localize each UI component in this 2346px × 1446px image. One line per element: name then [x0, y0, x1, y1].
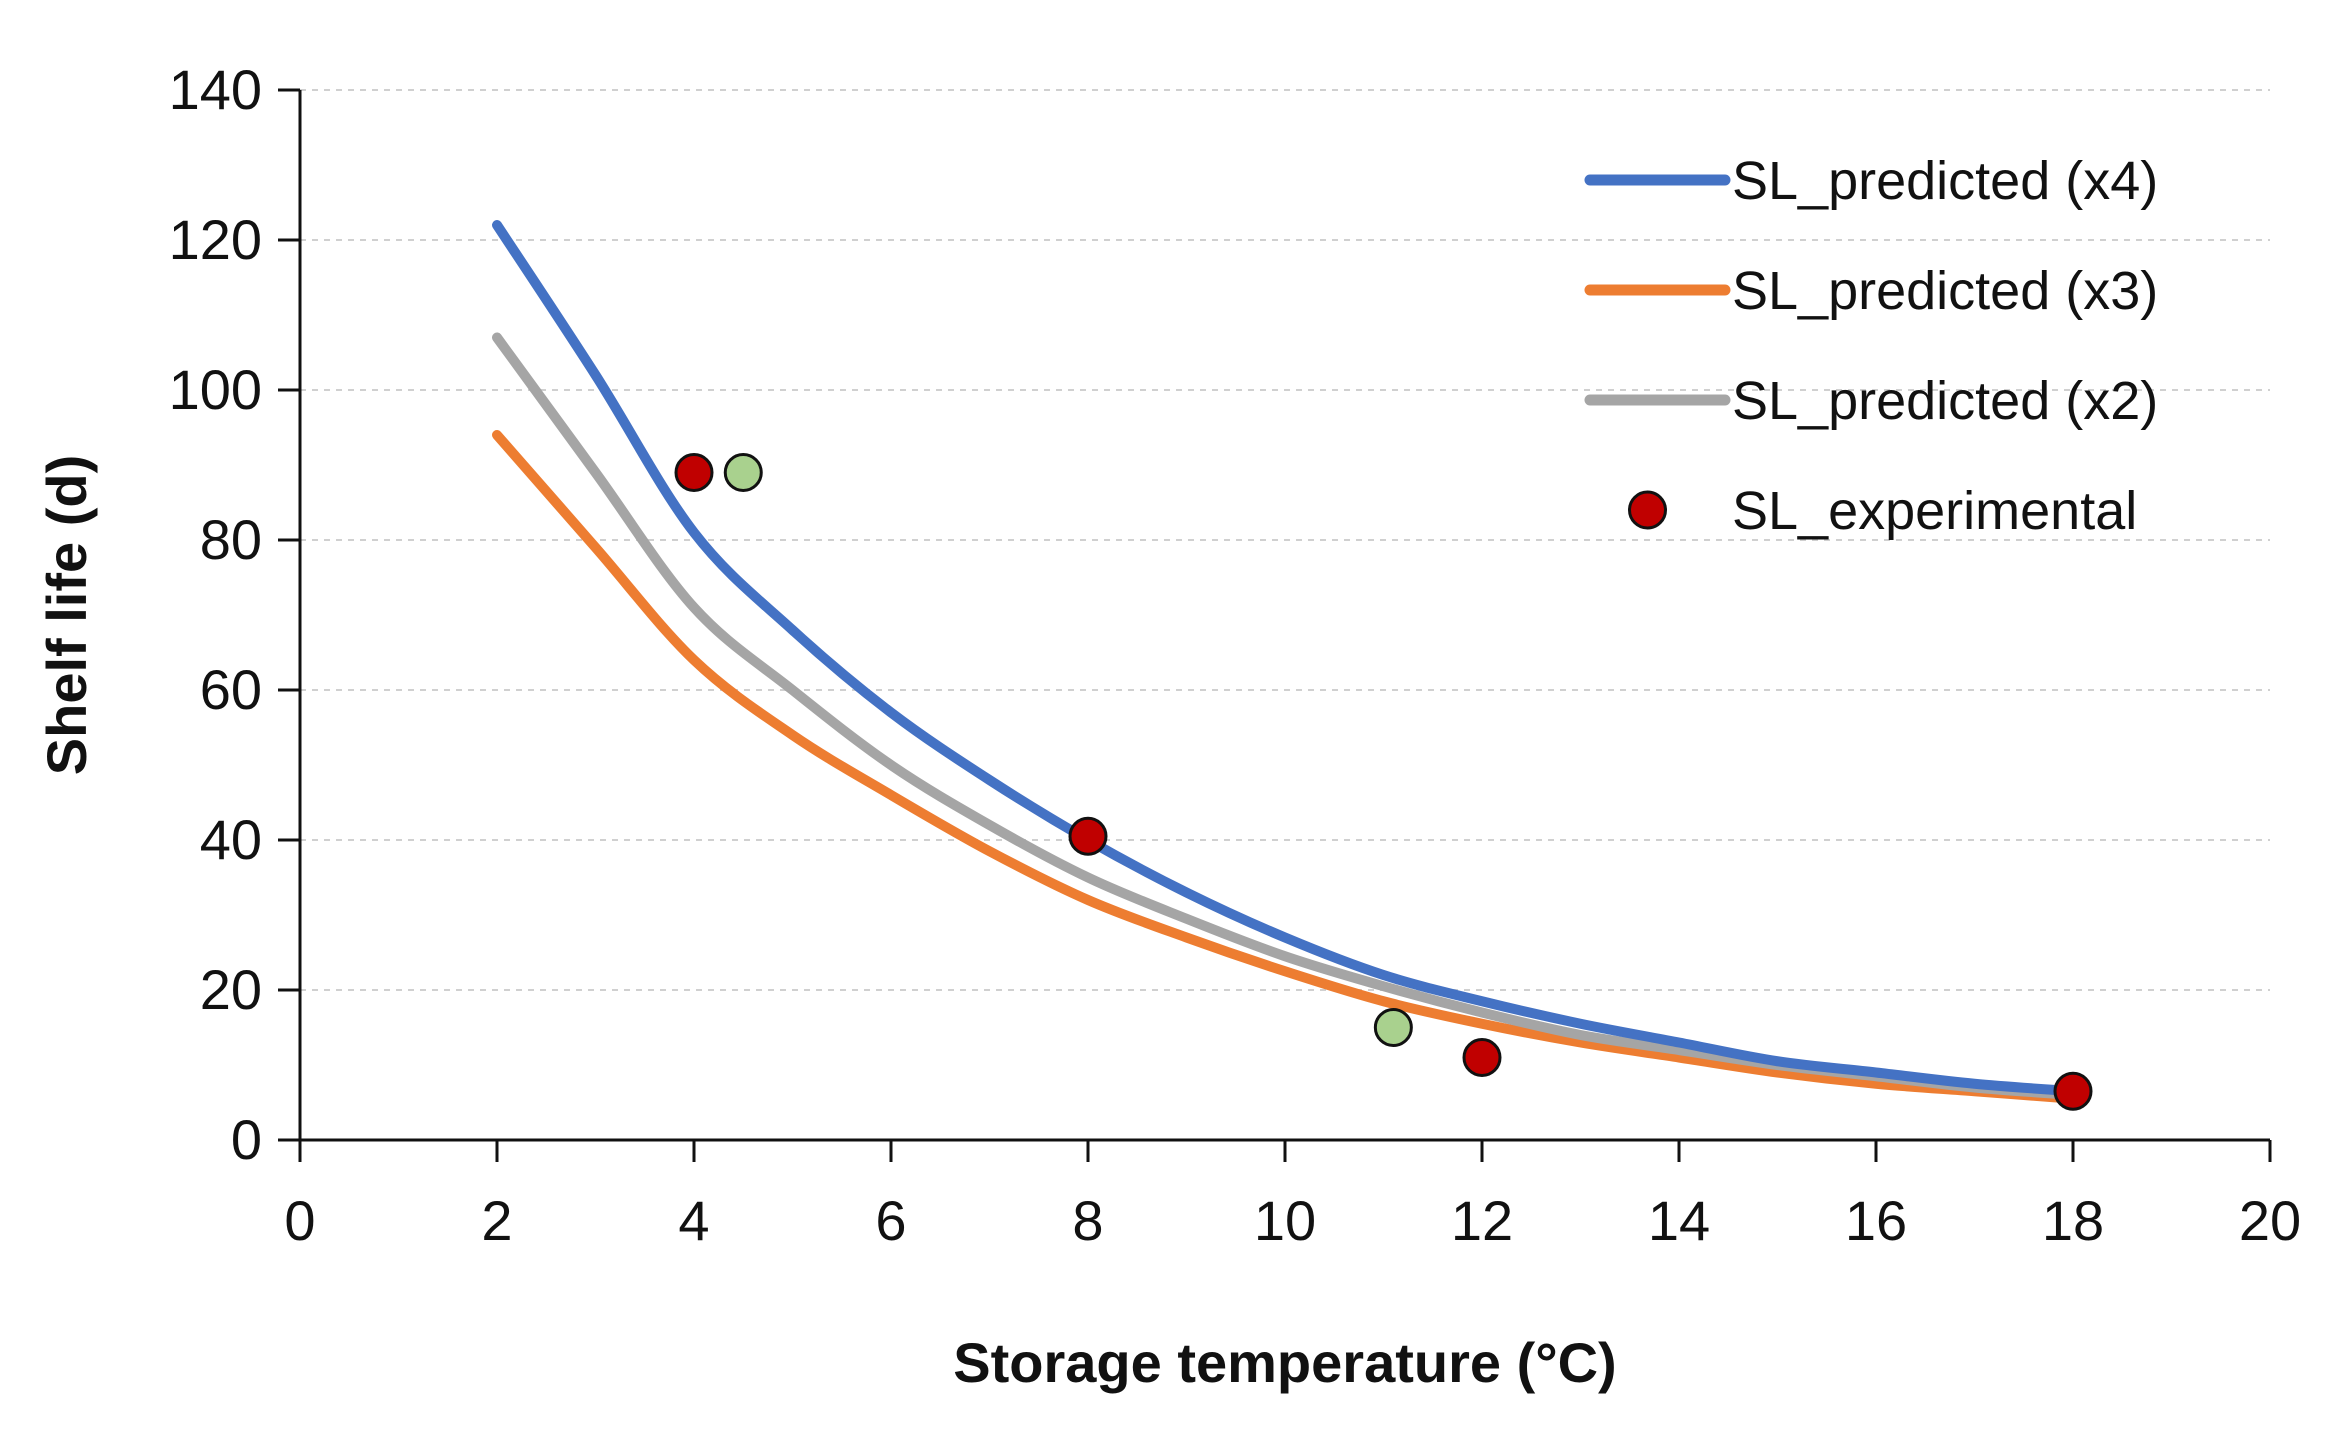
- y-tick-label-20: 20: [200, 958, 262, 1021]
- y-tick-label-60: 60: [200, 658, 262, 721]
- point-sl-experimental-2: [1462, 1038, 1502, 1077]
- y-tick-label-80: 80: [200, 508, 262, 571]
- grid-layer: [300, 89, 2270, 991]
- point-green-markers-0: [723, 453, 763, 492]
- x-tick-label-4: 4: [678, 1189, 709, 1252]
- point-sl-experimental-0: [674, 453, 714, 492]
- point-green-markers-1: [1373, 1008, 1413, 1047]
- series-line-sl-predicted-x4: [492, 220, 2078, 1097]
- x-tick-label-12: 12: [1451, 1189, 1513, 1252]
- point-sl-experimental-3: [2053, 1071, 2093, 1111]
- y-axis-title: Shelf life (d): [35, 455, 98, 775]
- x-tick-label-14: 14: [1648, 1189, 1710, 1252]
- x-tick-label-16: 16: [1845, 1189, 1907, 1252]
- x-tick-label-18: 18: [2042, 1189, 2104, 1252]
- x-tick-label-8: 8: [1072, 1189, 1103, 1252]
- x-tick-label-10: 10: [1254, 1189, 1316, 1252]
- y-tick-label-40: 40: [200, 808, 262, 871]
- y-tick-label-120: 120: [169, 208, 262, 271]
- x-tick-label-0: 0: [284, 1189, 315, 1252]
- x-tick-label-2: 2: [481, 1189, 512, 1252]
- legend: SL_predicted (x4) SL_predicted (x3) SL_pre…: [1584, 151, 2158, 541]
- legend-label-sl-predicted-x2: SL_predicted (x2): [1732, 371, 2158, 431]
- x-axis-title: Storage temperature (°C): [953, 1331, 1616, 1394]
- x-tick-label-6: 6: [875, 1189, 906, 1252]
- y-tick-label-0: 0: [231, 1108, 262, 1171]
- lines-layer: [492, 220, 2078, 1104]
- y-tick-label-100: 100: [169, 358, 262, 421]
- legend-swatch-sl-experimental: [1628, 490, 1667, 530]
- legend-label-sl-predicted-x3: SL_predicted (x3): [1732, 261, 2158, 321]
- point-sl-experimental-1: [1068, 816, 1108, 856]
- axes-layer: 0 20 40 60 80 100 120 140 0 2 4 6 8 10 12 14 16 18 20: [169, 58, 2302, 1252]
- y-tick-label-140: 140: [169, 58, 262, 121]
- series-line-sl-predicted-x3: [492, 430, 2078, 1104]
- x-tick-label-20: 20: [2239, 1189, 2301, 1252]
- legend-label-sl-predicted-x4: SL_predicted (x4): [1732, 151, 2158, 211]
- points-layer: [674, 453, 2093, 1111]
- legend-label-sl-experimental: SL_experimental: [1732, 481, 2137, 541]
- series-line-sl-predicted-x2: [492, 332, 2078, 1100]
